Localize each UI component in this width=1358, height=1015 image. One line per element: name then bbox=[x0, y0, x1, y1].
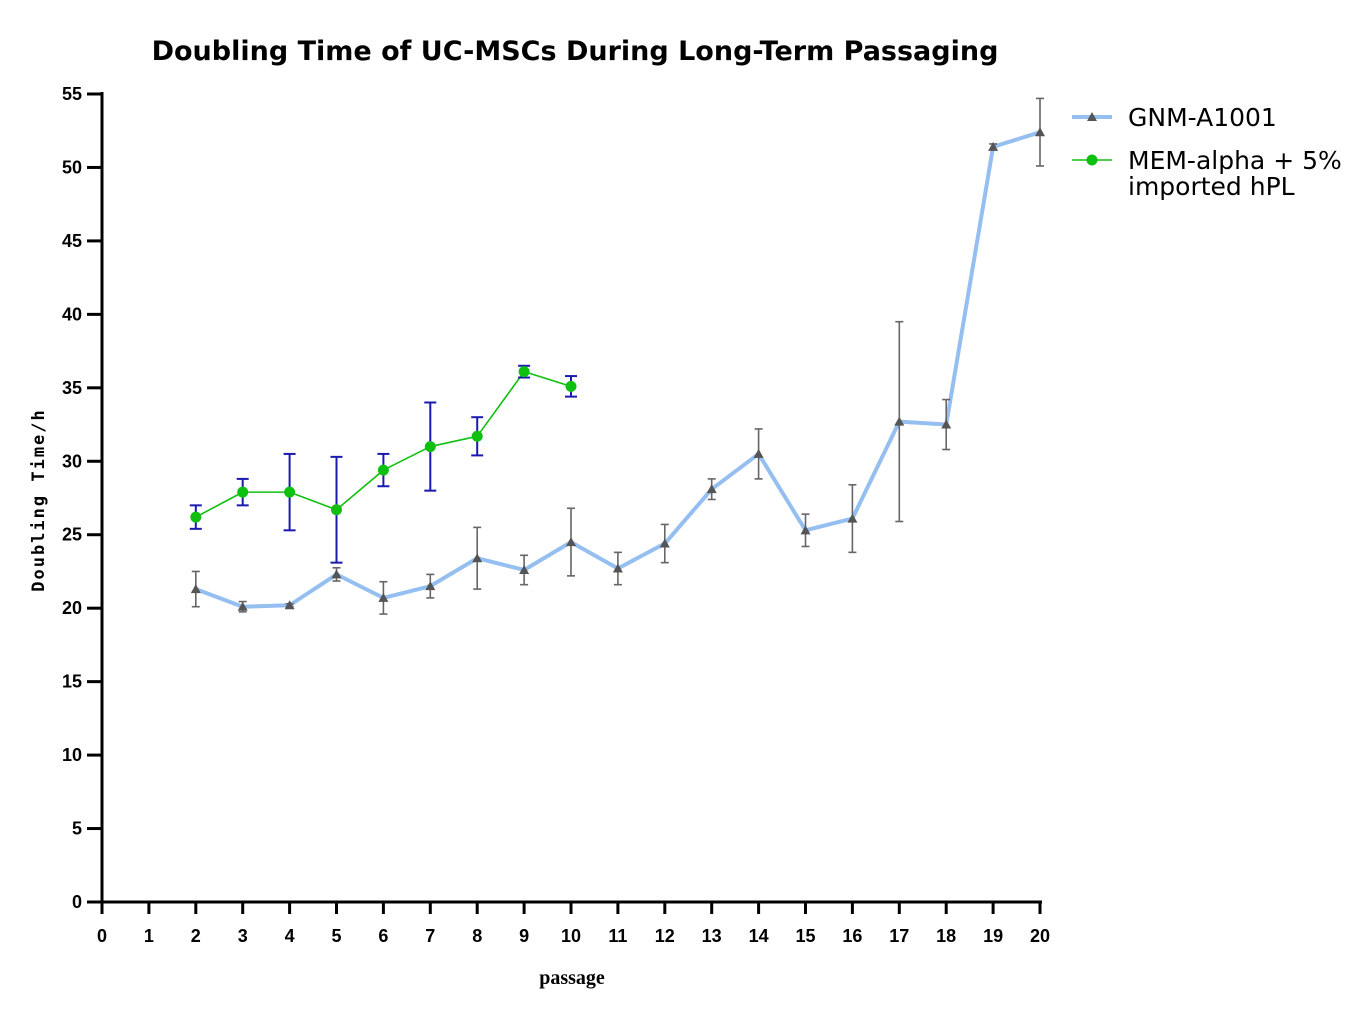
data-point bbox=[190, 584, 201, 594]
legend-marker bbox=[1086, 154, 1098, 166]
series-layer bbox=[189, 97, 1045, 615]
data-point bbox=[425, 581, 436, 591]
legend-label: imported hPL bbox=[1128, 172, 1295, 201]
legend-item-2: MEM-alpha + 5%imported hPL bbox=[1072, 146, 1342, 201]
data-point bbox=[800, 525, 811, 535]
data-point bbox=[941, 419, 952, 429]
x-tick-label-9: 9 bbox=[519, 926, 529, 946]
data-point bbox=[190, 511, 202, 523]
data-point bbox=[237, 601, 248, 611]
legend-item-1: GNM-A1001 bbox=[1072, 103, 1277, 132]
x-tick-label-14: 14 bbox=[749, 926, 769, 946]
data-point bbox=[424, 441, 436, 453]
y-tick-label-20: 20 bbox=[62, 598, 82, 618]
x-tick-label-6: 6 bbox=[378, 926, 388, 946]
y-tick-label-0: 0 bbox=[72, 892, 82, 912]
data-point bbox=[1035, 127, 1045, 137]
series-2 bbox=[189, 364, 577, 564]
y-tick-label-5: 5 bbox=[72, 819, 82, 839]
x-tick-label-10: 10 bbox=[561, 926, 581, 946]
y-tick-label-35: 35 bbox=[62, 378, 82, 398]
y-tick-label-10: 10 bbox=[62, 745, 82, 765]
y-tick-label-50: 50 bbox=[62, 157, 82, 177]
y-tick-label-40: 40 bbox=[62, 304, 82, 324]
legend-label: GNM-A1001 bbox=[1128, 103, 1277, 132]
data-point bbox=[472, 553, 483, 563]
legend-marker bbox=[1087, 112, 1097, 121]
x-tick-label-15: 15 bbox=[795, 926, 815, 946]
x-tick-label-3: 3 bbox=[238, 926, 248, 946]
data-point bbox=[519, 564, 530, 574]
x-tick-label-4: 4 bbox=[285, 926, 295, 946]
y-tick-label-30: 30 bbox=[62, 451, 82, 471]
data-point bbox=[284, 486, 296, 498]
x-tick-label-17: 17 bbox=[889, 926, 909, 946]
data-point bbox=[237, 486, 249, 498]
data-point bbox=[565, 380, 577, 392]
x-tick-label-13: 13 bbox=[702, 926, 722, 946]
data-point bbox=[753, 448, 764, 458]
chart-title: Doubling Time of UC-MSCs During Long-Ter… bbox=[152, 36, 999, 67]
x-tick-label-2: 2 bbox=[191, 926, 201, 946]
x-tick-label-1: 1 bbox=[144, 926, 154, 946]
data-point bbox=[331, 569, 342, 579]
y-tick-label-15: 15 bbox=[62, 672, 82, 692]
series-line-2 bbox=[195, 370, 572, 518]
data-point bbox=[612, 563, 623, 573]
data-point bbox=[706, 484, 717, 494]
data-point bbox=[659, 538, 670, 548]
y-tick-label-25: 25 bbox=[62, 525, 82, 545]
series-1 bbox=[190, 97, 1045, 615]
y-axis-label: Doubling Time/h bbox=[29, 408, 49, 592]
y-tick-label-55: 55 bbox=[62, 84, 82, 104]
data-point bbox=[894, 416, 905, 426]
x-tick-label-5: 5 bbox=[331, 926, 341, 946]
series-line-1 bbox=[195, 130, 1041, 609]
data-point bbox=[847, 513, 858, 523]
x-axis-label: passage bbox=[539, 967, 605, 989]
x-tick-label-0: 0 bbox=[97, 926, 107, 946]
legend: GNM-A1001 MEM-alpha + 5%imported hPL bbox=[1072, 103, 1342, 201]
x-tick-label-19: 19 bbox=[983, 926, 1003, 946]
data-point bbox=[331, 504, 342, 516]
x-tick-label-20: 20 bbox=[1030, 926, 1050, 946]
x-tick-label-7: 7 bbox=[425, 926, 435, 946]
data-point bbox=[378, 592, 389, 602]
x-tick-label-11: 11 bbox=[608, 926, 627, 946]
data-point bbox=[471, 430, 483, 442]
data-point bbox=[284, 600, 295, 610]
legend-label: MEM-alpha + 5% bbox=[1128, 146, 1342, 175]
x-tick-label-16: 16 bbox=[842, 926, 862, 946]
data-point bbox=[377, 464, 389, 476]
x-tick-label-8: 8 bbox=[472, 926, 482, 946]
y-tick-label-45: 45 bbox=[62, 231, 82, 251]
data-point bbox=[566, 537, 576, 547]
data-point bbox=[518, 366, 530, 378]
x-tick-label-12: 12 bbox=[655, 926, 675, 946]
x-tick-label-18: 18 bbox=[936, 926, 956, 946]
data-point bbox=[988, 141, 999, 151]
